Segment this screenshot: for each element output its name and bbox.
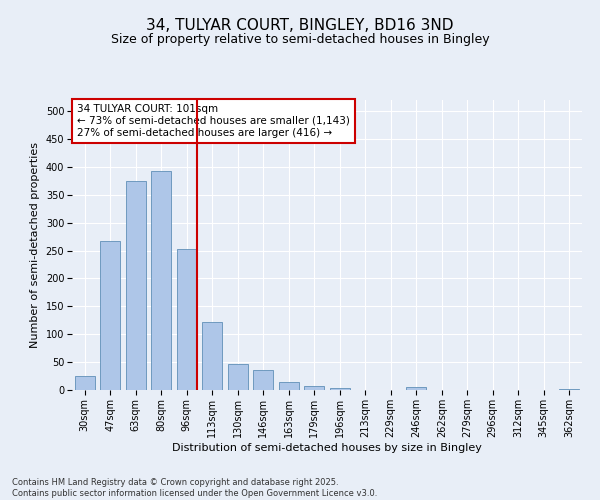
Text: 34, TULYAR COURT, BINGLEY, BD16 3ND: 34, TULYAR COURT, BINGLEY, BD16 3ND xyxy=(146,18,454,32)
Bar xyxy=(227,364,248,390)
Bar xyxy=(559,389,580,390)
Bar xyxy=(406,387,427,390)
Bar xyxy=(253,370,274,390)
Text: 34 TULYAR COURT: 101sqm
← 73% of semi-detached houses are smaller (1,143)
27% of: 34 TULYAR COURT: 101sqm ← 73% of semi-de… xyxy=(77,104,350,138)
Text: Contains HM Land Registry data © Crown copyright and database right 2025.
Contai: Contains HM Land Registry data © Crown c… xyxy=(12,478,377,498)
Bar xyxy=(151,172,172,390)
Bar xyxy=(304,386,325,390)
Bar xyxy=(278,382,299,390)
Bar xyxy=(100,240,121,390)
X-axis label: Distribution of semi-detached houses by size in Bingley: Distribution of semi-detached houses by … xyxy=(172,442,482,452)
Bar xyxy=(125,181,146,390)
Y-axis label: Number of semi-detached properties: Number of semi-detached properties xyxy=(30,142,40,348)
Bar xyxy=(176,250,197,390)
Bar xyxy=(329,388,350,390)
Bar xyxy=(202,322,223,390)
Bar xyxy=(74,376,95,390)
Text: Size of property relative to semi-detached houses in Bingley: Size of property relative to semi-detach… xyxy=(110,32,490,46)
